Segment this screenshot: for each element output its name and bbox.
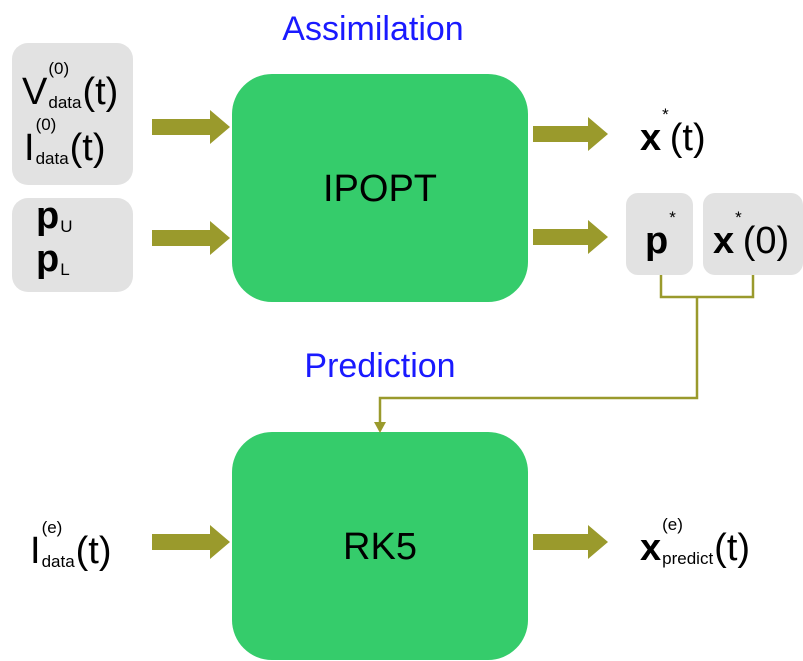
input-box [12,43,133,185]
arrow [533,525,608,559]
label-base: x [713,220,734,262]
label-subscript: predict [662,549,713,568]
label-argument: (t) [670,117,706,159]
label-argument: (t) [714,527,750,569]
arrow [152,110,230,144]
output-label: x(e) predict (t) [640,515,750,569]
connector [374,275,755,433]
solver-box [232,74,528,302]
label-argument: (t) [82,71,118,113]
label-subscript: U [60,217,72,236]
wire [378,297,699,424]
output-box [626,193,693,275]
label-base: p [36,238,59,280]
arrow [533,117,608,151]
input-label: I(e) data (t) [30,518,112,572]
assimilation-title: Assimilation [282,10,463,48]
label-base: I [30,530,41,572]
label-superscript: (0) [48,59,69,78]
output-label: x*(0) [713,208,789,262]
label-superscript: * [735,208,742,227]
label-base: x [640,527,661,569]
label-base: p [36,195,59,237]
label-argument: (t) [70,127,106,169]
label-subscript: data [36,149,70,168]
label-subscript: L [60,260,69,279]
label-superscript: * [669,208,676,227]
label-base: I [24,127,35,169]
label-subscript: data [48,93,82,112]
solver-label: RK5 [343,526,417,568]
label-base: p [645,220,668,262]
output-box [703,193,803,275]
label-superscript: (e) [42,518,63,537]
input-box [12,198,133,292]
label-subscript: data [42,552,76,571]
label-base: V [22,71,48,113]
input-label: I(0) data (t) [24,115,106,169]
label-base: x [640,117,661,159]
arrow [533,220,608,254]
label-argument: (0) [743,220,789,262]
output-label: x*(t) [640,105,706,159]
output-label: p* [645,208,676,262]
label-superscript: (e) [662,515,683,534]
arrows [152,110,608,559]
label-superscript: (0) [36,115,57,134]
arrow-head [374,422,386,433]
solver-label: IPOPT [323,168,437,210]
arrow [152,525,230,559]
label-argument: (t) [76,530,112,572]
prediction-title: Prediction [304,347,455,385]
bracket [659,275,755,299]
arrow [152,221,230,255]
input-label: V(0) data (t) [22,59,118,113]
solver-box [232,432,528,660]
label-superscript: * [662,105,669,124]
